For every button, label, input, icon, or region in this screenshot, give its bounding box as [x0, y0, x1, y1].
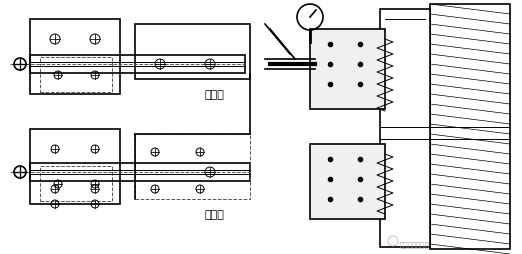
Text: 宁比亚工业集团: 宁比亚工业集团 — [400, 241, 430, 247]
Bar — [30, 130, 120, 204]
Bar — [135, 25, 250, 80]
Bar — [310, 145, 385, 219]
Bar — [40, 166, 112, 201]
Text: 基準側: 基準側 — [205, 209, 225, 219]
Bar — [30, 20, 120, 95]
Text: 従動側: 従動側 — [205, 90, 225, 100]
Bar — [30, 56, 245, 74]
Bar — [135, 134, 250, 199]
Bar — [430, 5, 510, 249]
Bar — [30, 163, 250, 181]
Bar — [380, 10, 430, 247]
Bar — [40, 58, 112, 93]
Bar — [310, 30, 385, 109]
